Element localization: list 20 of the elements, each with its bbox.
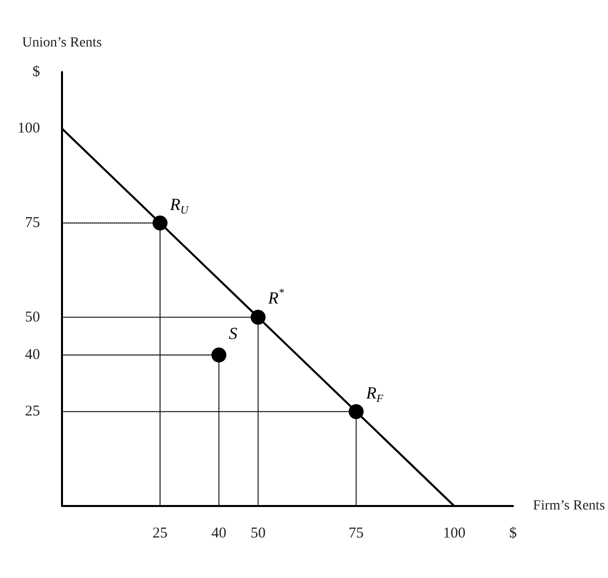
y-tick-label: 100 xyxy=(18,120,40,137)
y-tick-label: 25 xyxy=(25,404,40,420)
point xyxy=(211,348,226,363)
point xyxy=(250,310,266,325)
y-axis-title: Union’s Rents xyxy=(22,36,102,50)
point xyxy=(348,404,364,420)
x-axis-title: Firm’s Rents xyxy=(533,498,606,514)
annotation: R* xyxy=(267,286,284,308)
x-tick-label: 40 xyxy=(211,526,226,542)
y-tick-label: 50 xyxy=(25,309,40,326)
x-tick-label: $ xyxy=(509,526,518,542)
x-tick-label: 75 xyxy=(348,526,364,542)
y-tick-label: 40 xyxy=(25,347,40,364)
x-tick-label: 100 xyxy=(442,526,466,542)
y-tick-label: $ xyxy=(32,64,40,80)
annotation: S xyxy=(228,324,238,344)
y-tick-label: 75 xyxy=(25,214,40,231)
point xyxy=(152,215,168,230)
x-tick-label: 25 xyxy=(152,526,168,542)
x-tick-label: 50 xyxy=(250,526,266,542)
